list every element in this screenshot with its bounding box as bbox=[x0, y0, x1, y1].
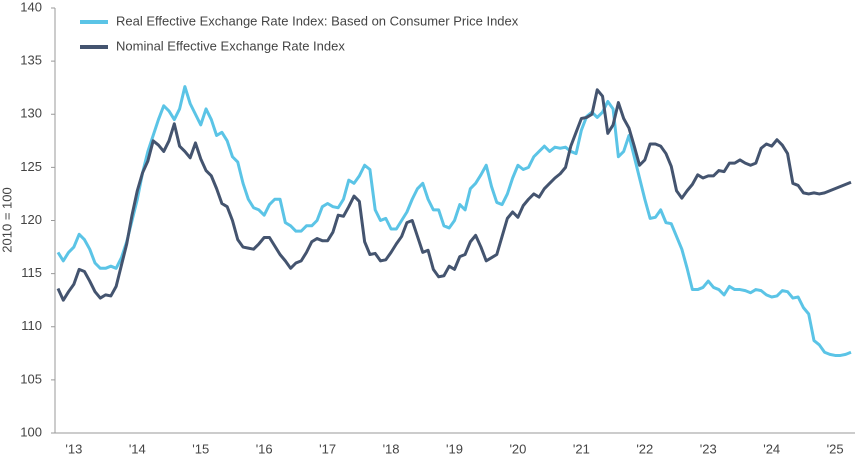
x-tick-label: '22 bbox=[636, 441, 653, 456]
x-tick-label: '23 bbox=[700, 441, 717, 456]
series-line bbox=[56, 88, 852, 302]
y-tick-label: 100 bbox=[20, 424, 42, 439]
x-tick-label: '15 bbox=[192, 441, 209, 456]
y-tick-label: 110 bbox=[21, 318, 42, 333]
y-tick-label: 125 bbox=[20, 159, 42, 174]
y-axis-title: 2010 = 100 bbox=[0, 187, 14, 252]
x-tick-label: '13 bbox=[65, 441, 82, 456]
y-tick-label: 140 bbox=[20, 0, 42, 14]
legend-label: Real Effective Exchange Rate Index: Base… bbox=[116, 13, 519, 28]
x-tick-label: '14 bbox=[129, 441, 146, 456]
x-tick-label: '17 bbox=[319, 441, 336, 456]
x-tick-label: '25 bbox=[827, 441, 844, 456]
series-line bbox=[56, 85, 852, 357]
x-tick-label: '18 bbox=[383, 441, 400, 456]
x-tick-label: '24 bbox=[763, 441, 780, 456]
y-tick-label: 120 bbox=[20, 212, 42, 227]
y-tick-label: 130 bbox=[20, 106, 42, 121]
y-tick-label: 115 bbox=[21, 265, 42, 280]
x-tick-label: '16 bbox=[256, 441, 273, 456]
x-tick-label: '20 bbox=[509, 441, 526, 456]
x-tick-label: '19 bbox=[446, 441, 463, 456]
legend-label: Nominal Effective Exchange Rate Index bbox=[116, 38, 345, 53]
y-tick-label: 105 bbox=[20, 371, 42, 386]
x-tick-label: '21 bbox=[573, 441, 590, 456]
y-tick-label: 135 bbox=[20, 53, 42, 68]
